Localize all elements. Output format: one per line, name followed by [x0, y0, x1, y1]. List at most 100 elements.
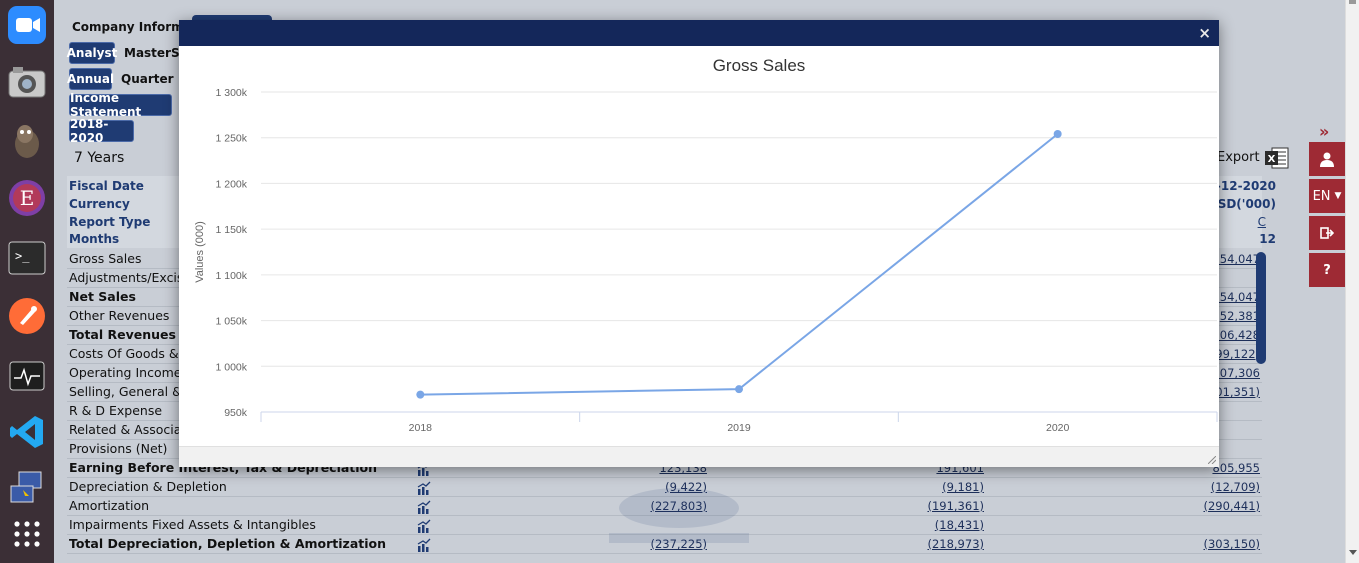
- table-scroll-thumb[interactable]: [1256, 252, 1266, 364]
- range-select[interactable]: 2018-2020: [69, 117, 134, 145]
- system-monitor-icon[interactable]: [5, 354, 49, 398]
- y-tick-label: 950k: [224, 407, 248, 419]
- collapse-chevron-icon[interactable]: »: [1319, 122, 1330, 141]
- row-value-v3[interactable]: 254,047: [1212, 252, 1260, 266]
- row-value-v1[interactable]: (9,422): [665, 480, 707, 494]
- y-tick-label: 1 300k: [215, 87, 247, 99]
- x-tick-label: 2018: [409, 422, 433, 434]
- quarter-button[interactable]: Quarter: [121, 72, 174, 86]
- currency-value: USD('000): [1207, 197, 1276, 211]
- emacs-icon[interactable]: E: [5, 176, 49, 220]
- row-value-v3[interactable]: (12,709): [1210, 480, 1260, 494]
- analyst-button[interactable]: Analyst: [67, 42, 117, 64]
- excel-icon[interactable]: X: [1264, 146, 1290, 170]
- row-value-v3[interactable]: 805,955: [1212, 461, 1260, 475]
- watermark-logo: [599, 478, 759, 548]
- row-label: Total Revenues: [69, 327, 176, 342]
- chart-trend-icon[interactable]: [417, 538, 431, 552]
- series-point: [416, 390, 425, 399]
- master-button[interactable]: Master: [124, 46, 171, 60]
- svg-text:>_: >_: [15, 249, 30, 263]
- master-suffix[interactable]: S: [171, 46, 180, 60]
- sign-out-icon: [1320, 227, 1334, 239]
- remote-desktop-icon[interactable]: [5, 466, 49, 510]
- report-type-label: Report Type: [69, 215, 151, 229]
- row-label: Gross Sales: [69, 251, 142, 266]
- page-scrollbar[interactable]: [1345, 0, 1359, 563]
- annual-button[interactable]: Annual: [67, 68, 114, 90]
- row-label: Total Depreciation, Depletion & Amortiza…: [69, 536, 387, 551]
- language-button[interactable]: EN ▼: [1309, 179, 1345, 213]
- row-value-v3[interactable]: 907,306: [1212, 366, 1260, 380]
- currency-label: Currency: [69, 197, 130, 211]
- row-value-v2[interactable]: (218,973): [927, 537, 984, 551]
- logout-button[interactable]: [1309, 216, 1345, 250]
- row-label: Related & Associat: [69, 422, 187, 437]
- gimp-icon[interactable]: [5, 118, 49, 162]
- row-label: Costs Of Goods & S: [69, 346, 191, 361]
- row-divider: [67, 553, 1262, 554]
- row-label: Adjustments/Excis: [69, 270, 184, 285]
- caret-down-icon: ▼: [1334, 191, 1342, 201]
- fiscal-date-value: 1-12-2020: [1207, 179, 1276, 193]
- chart-area: Gross Sales Values (000) 950k 1 000k 1 050k 1…: [179, 46, 1219, 446]
- x-tick-label: 2020: [1046, 422, 1070, 434]
- x-tick-label: 2019: [727, 422, 751, 434]
- statement-select[interactable]: Income Statement: [69, 91, 172, 119]
- close-icon[interactable]: ×: [1198, 24, 1211, 42]
- row-value-v1[interactable]: (237,225): [650, 537, 707, 551]
- user-button[interactable]: [1309, 142, 1345, 176]
- user-icon: [1320, 152, 1334, 167]
- row-value-v1[interactable]: (227,803): [607, 499, 707, 513]
- row-value-v3[interactable]: (303,150): [1203, 537, 1260, 551]
- svg-text:E: E: [20, 186, 35, 210]
- row-value-v2[interactable]: (9,181): [942, 480, 984, 494]
- months-label: Months: [69, 232, 120, 246]
- language-label: EN: [1312, 188, 1331, 204]
- row-value-v3[interactable]: 52,381: [1219, 309, 1260, 323]
- row-label: Impairments Fixed Assets & Intangibles: [69, 517, 316, 532]
- scroll-down-arrow-icon[interactable]: [1349, 550, 1357, 555]
- postman-icon[interactable]: [5, 294, 49, 338]
- chart-modal: × Gross Sales Values (000) 950k 1 000k 1 050…: [179, 20, 1219, 467]
- row-label: Other Revenues: [69, 308, 170, 323]
- row-label: R & D Expense: [69, 403, 163, 418]
- row-value-v3[interactable]: 254,047: [1212, 290, 1260, 304]
- modal-header: ×: [179, 20, 1219, 46]
- series-point: [735, 385, 743, 394]
- series-line: [420, 133, 1059, 396]
- row-value-v3[interactable]: (99,122): [1210, 347, 1260, 361]
- apps-grid-icon[interactable]: [5, 512, 49, 556]
- row-value-v2[interactable]: (191,361): [927, 499, 984, 513]
- scroll-thumb[interactable]: [1349, 0, 1356, 4]
- chart-trend-icon[interactable]: [417, 481, 431, 495]
- vscode-icon[interactable]: [5, 410, 49, 454]
- row-label: Amortization: [69, 498, 150, 513]
- help-button[interactable]: ?: [1309, 253, 1345, 287]
- y-tick-label: 1 150k: [215, 224, 247, 236]
- chart-trend-icon[interactable]: [417, 519, 431, 533]
- y-tick-label: 1 050k: [215, 316, 247, 328]
- series-point: [1053, 130, 1062, 139]
- row-value-v3[interactable]: 306,428: [1212, 328, 1260, 342]
- gross-sales-chart: Gross Sales Values (000) 950k 1 000k 1 050k 1…: [194, 56, 1218, 434]
- y-tick-label: 1 250k: [215, 133, 247, 145]
- row-label: Provisions (Net): [69, 441, 168, 456]
- row-value-v3[interactable]: (290,441): [1203, 499, 1260, 513]
- y-tick-label: 1 200k: [215, 178, 247, 190]
- row-value-v3[interactable]: (01,351): [1210, 385, 1260, 399]
- modal-footer: [179, 446, 1219, 467]
- report-type-value[interactable]: C: [1257, 215, 1266, 229]
- terminal-icon[interactable]: >_: [5, 236, 49, 280]
- camera-icon[interactable]: [5, 60, 49, 104]
- active-tab-marker: [192, 15, 272, 23]
- export-label[interactable]: Export: [1217, 150, 1260, 165]
- row-value-v2[interactable]: (18,431): [934, 518, 984, 532]
- fiscal-date-label: Fiscal Date: [69, 179, 144, 193]
- zoom-icon[interactable]: [5, 3, 49, 47]
- svg-text:X: X: [1268, 154, 1276, 165]
- row-divider: [67, 477, 1262, 478]
- resize-handle-icon[interactable]: [1208, 456, 1216, 464]
- app-dock: E >_: [0, 0, 54, 563]
- chart-trend-icon[interactable]: [417, 500, 431, 514]
